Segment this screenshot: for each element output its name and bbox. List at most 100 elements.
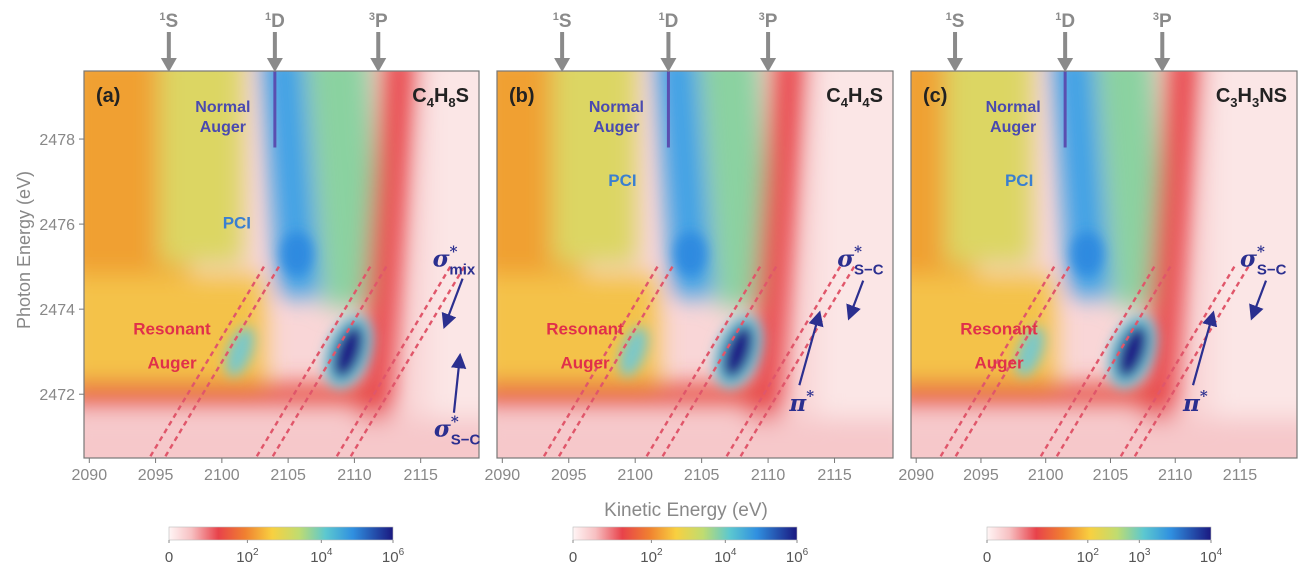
state-label-3P: 3P (759, 11, 778, 32)
x-tick-label: 2100 (617, 467, 653, 484)
panel-label: (a) (96, 85, 120, 107)
x-tick-label: 2095 (963, 467, 999, 484)
x-tick-label: 2115 (1223, 467, 1258, 484)
normal-auger-label: Auger (593, 119, 639, 136)
plot-frame (910, 70, 1298, 459)
x-tick-label: 2100 (1028, 467, 1064, 484)
normal-auger-label: Normal (195, 99, 250, 116)
heatmap-region (818, 71, 893, 458)
annotation-arrow (1191, 310, 1218, 386)
annotation-arrow (846, 280, 865, 321)
molecule-formula: C3H3NS (1216, 85, 1287, 110)
colorbar-tick-label: 104 (1200, 547, 1223, 565)
heatmap-peak (1071, 231, 1104, 276)
resonance-guide-line (953, 266, 1071, 459)
state-arrow-head (160, 58, 177, 72)
x-tick-label: 2110 (751, 467, 786, 484)
resonance-guide-line (1038, 266, 1156, 459)
heatmap-detail-layer (619, 231, 763, 389)
heatmap-image (84, 71, 479, 458)
annotation-arrow (450, 352, 467, 413)
state-arrow-head (1057, 58, 1074, 72)
state-label-1D: 1D (1055, 11, 1075, 32)
state-label-1S: 1S (159, 11, 178, 32)
heatmap-region (1212, 71, 1297, 458)
y-tick-label: 2474 (39, 302, 75, 319)
pci-label: PCI (1005, 171, 1033, 190)
x-axis-label: Kinetic Energy (eV) (604, 500, 768, 521)
colorbar-tick-label: 0 (165, 549, 173, 565)
state-arrow-head (660, 58, 677, 72)
heatmap-region (158, 71, 244, 264)
state-arrow-head (760, 58, 777, 72)
orbital-annotation: π* (788, 387, 814, 417)
heatmap-detail-layer (225, 231, 373, 389)
annotation-arrow (441, 278, 464, 330)
normal-auger-label: Auger (200, 119, 246, 136)
heatmap-region (945, 71, 1034, 264)
colorbar-tick-label: 106 (382, 547, 405, 565)
x-tick-label: 2105 (1093, 467, 1129, 484)
resonance-guide-line (254, 266, 372, 459)
x-tick-label: 2095 (551, 467, 587, 484)
state-label-3P: 3P (369, 11, 388, 32)
resonant-auger-label: Auger (560, 354, 610, 373)
heatmap-peak (332, 324, 364, 379)
resonance-guide-line (644, 266, 762, 459)
x-tick-label: 2090 (485, 467, 521, 484)
resonance-guide-line (724, 266, 842, 459)
heatmap-image (911, 71, 1297, 458)
heatmap-region (1138, 71, 1201, 458)
panel-a: 2090 2095 2100 2105 2110 2115 2472 2474 2476 2478… (39, 11, 480, 565)
resonance-guide-line (334, 266, 452, 459)
orbital-annotation: π* (1182, 387, 1208, 417)
heatmap-peak (722, 324, 754, 379)
resonance-guide-line (556, 266, 674, 459)
y-axis-label: Photon Energy (eV) (14, 171, 34, 329)
heatmap-peak (674, 231, 707, 276)
resonance-guide-line (163, 266, 280, 459)
resonant-auger-label: Resonant (133, 320, 211, 339)
state-label-1S: 1S (553, 11, 572, 32)
panel-c: 2090 2095 2100 2105 2110 2115 1S 1D 3P (c) C3H3NS N… (898, 11, 1298, 565)
y-tick-label: 2472 (39, 387, 75, 404)
resonance-guide-line (1132, 266, 1250, 459)
state-arrow-head (947, 58, 964, 72)
pci-label: PCI (223, 213, 251, 232)
heatmap-region (552, 71, 638, 264)
state-arrow-head (1154, 58, 1171, 72)
colorbar-tick-label: 0 (569, 549, 577, 565)
resonance-guide-line (660, 266, 778, 459)
heatmap-peak (280, 231, 313, 276)
colorbar (168, 526, 394, 541)
heatmap-blur-layer (497, 71, 893, 458)
colorbar-tick-label: 0 (983, 549, 991, 565)
colorbar-tick-label: 104 (310, 547, 333, 565)
x-tick-label: 2110 (1158, 467, 1193, 484)
heatmap-region (744, 71, 807, 458)
orbital-annotation: σ* mix (433, 243, 476, 279)
panel-b: 2090 2095 2100 2105 2110 2115 1S 1D 3P (b) C4H4S No… (485, 11, 894, 565)
resonance-guide-line (270, 266, 388, 459)
molecule-formula: C4H4S (826, 85, 883, 110)
resonance-guide-line (938, 266, 1056, 459)
annotation-arrow (798, 310, 824, 386)
colorbar (986, 526, 1212, 541)
colorbar-tick-label: 103 (1128, 547, 1151, 565)
annotation-arrow (1249, 280, 1268, 321)
resonant-auger-label: Resonant (960, 320, 1038, 339)
y-tick-label: 2476 (39, 217, 75, 234)
x-tick-label: 2100 (204, 467, 240, 484)
resonant-auger-label: Auger (147, 354, 197, 373)
state-label-3P: 3P (1153, 11, 1172, 32)
heatmap-region (699, 71, 774, 307)
heatmap-region (428, 71, 479, 458)
resonance-guide-line (738, 266, 856, 459)
colorbar-tick-label: 102 (640, 547, 663, 565)
resonance-guide-line (348, 266, 466, 459)
state-arrow-head (554, 58, 571, 72)
x-tick-label: 2105 (684, 467, 720, 484)
heatmap-region (306, 71, 384, 307)
heatmap-peak (225, 326, 255, 377)
